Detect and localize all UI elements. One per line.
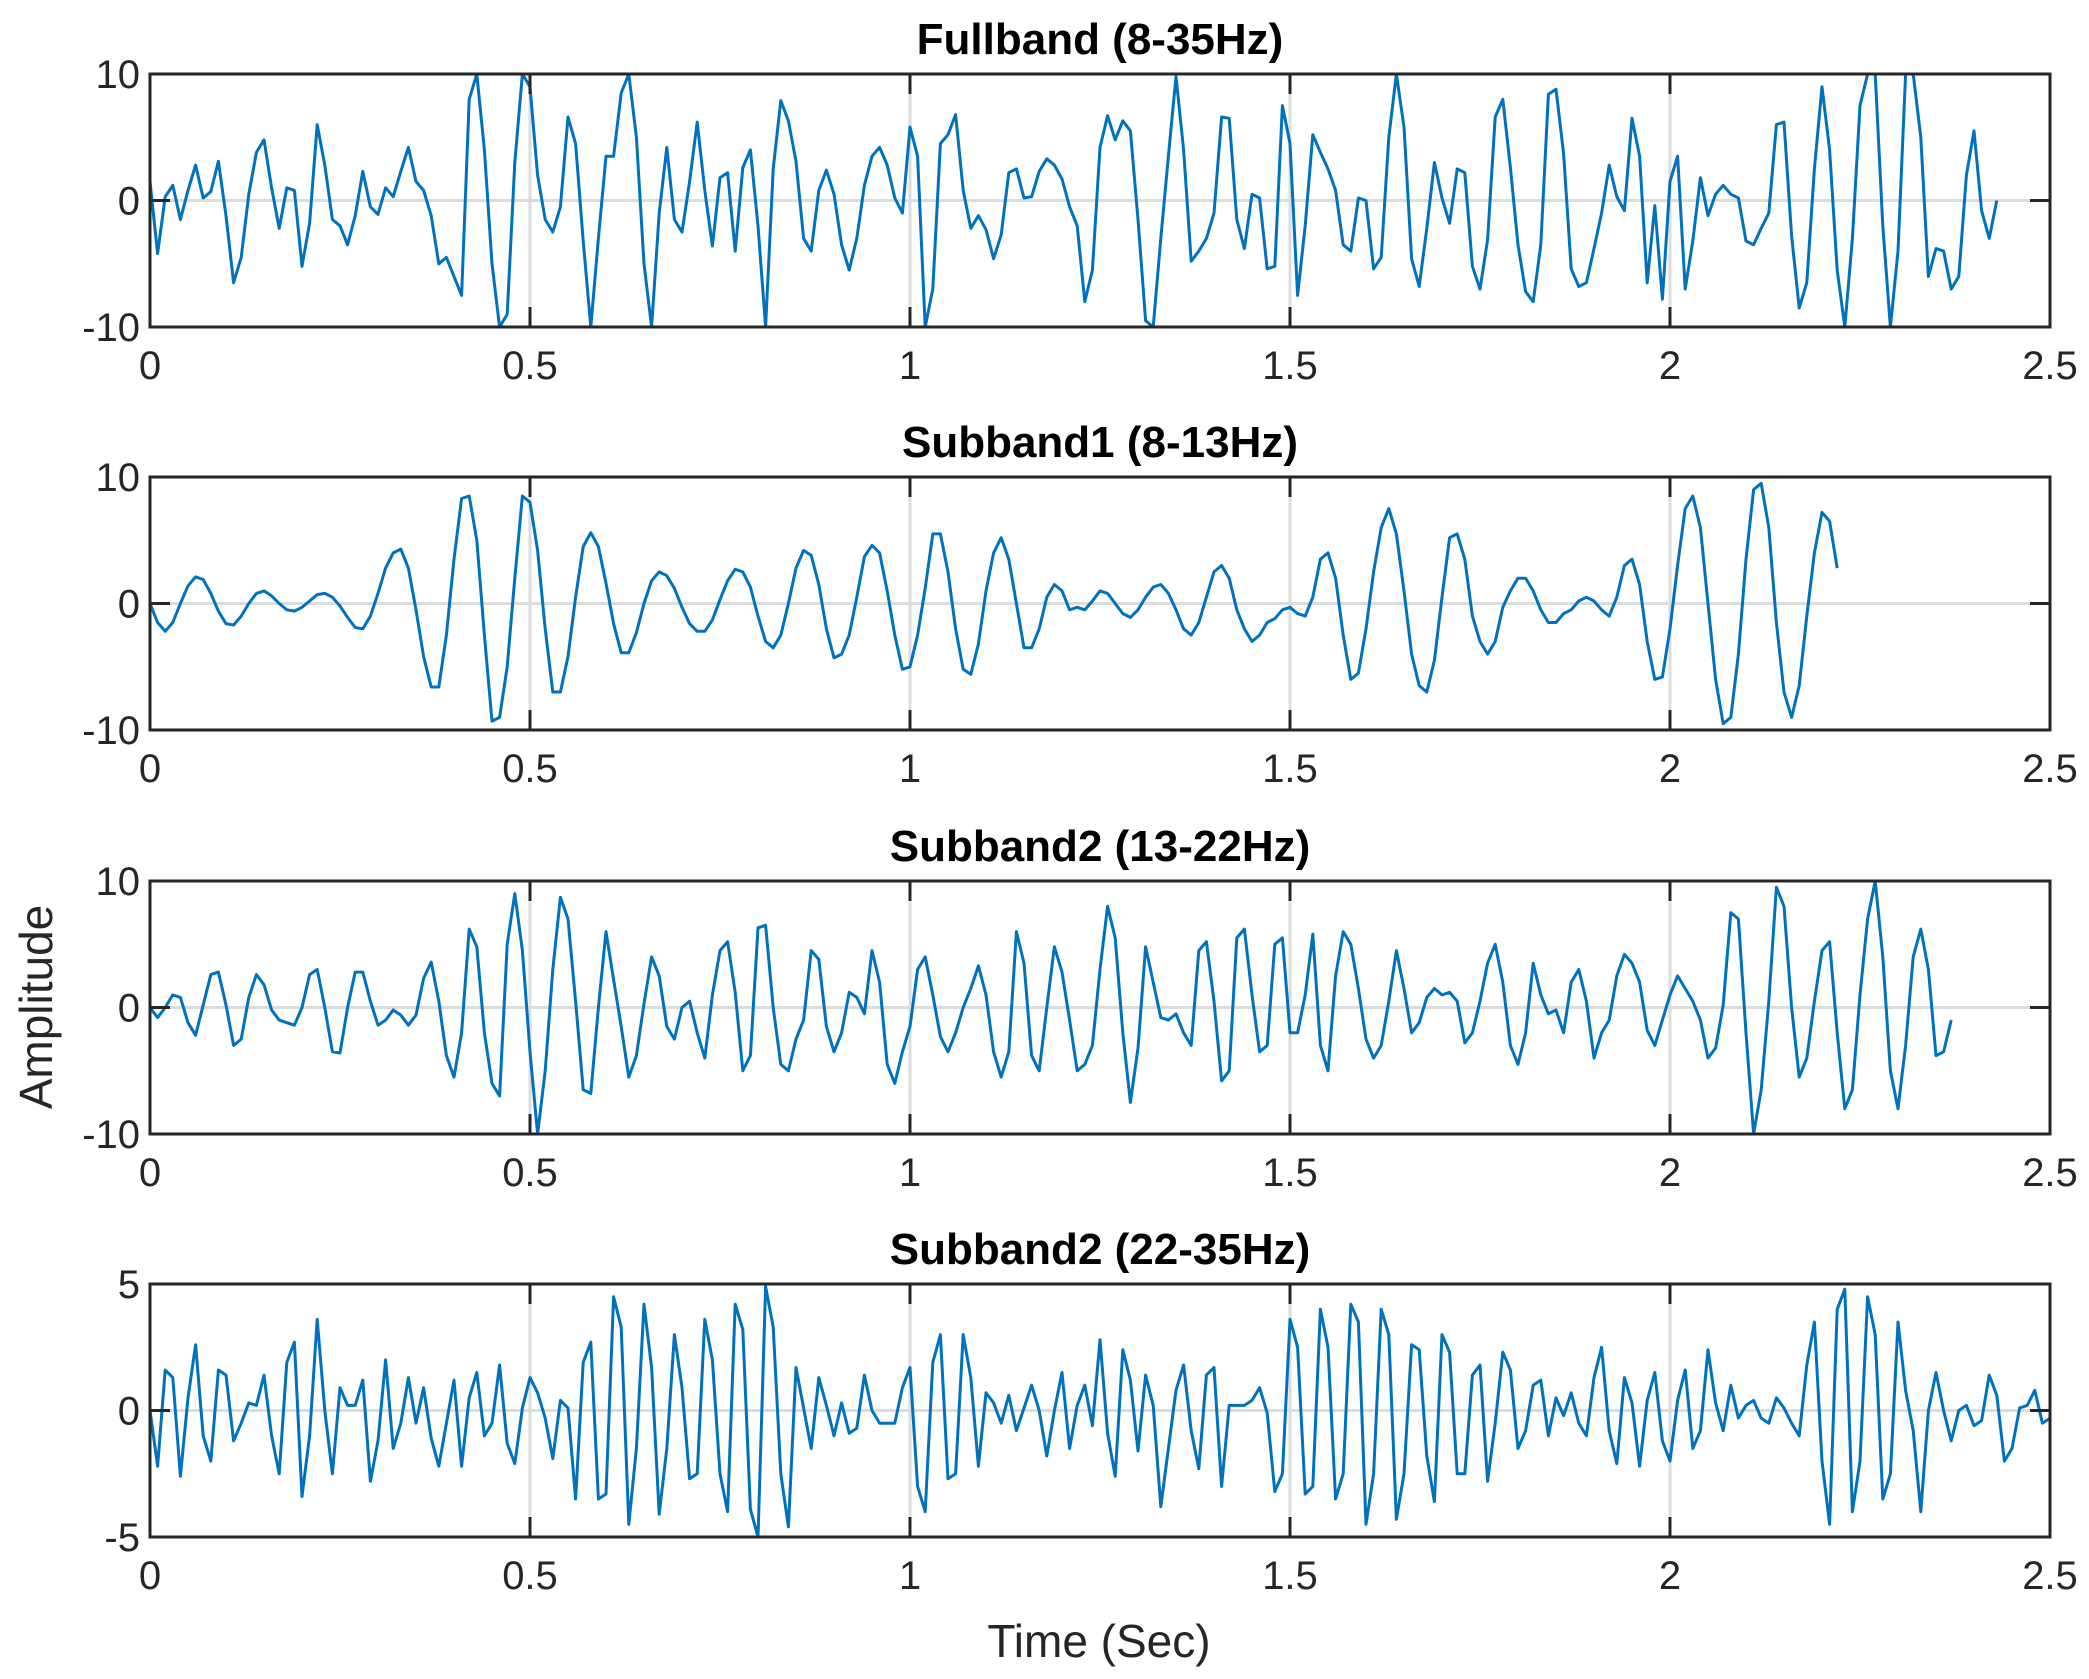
y-tick-label: 10: [96, 860, 141, 904]
subplot-title: Subband1 (8-13Hz): [902, 418, 1298, 467]
y-tick-label: 0: [118, 583, 140, 627]
x-tick-label: 1: [899, 344, 921, 388]
y-tick-label: 10: [96, 53, 141, 97]
x-tick-label: 1: [899, 1151, 921, 1195]
signal-trace: [150, 481, 1839, 726]
x-tick-label: 1.5: [1262, 344, 1318, 388]
x-tick-label: 0: [139, 344, 161, 388]
x-tick-label: 0: [139, 1554, 161, 1598]
x-tick-label: 0: [139, 1151, 161, 1195]
x-tick-label: 1: [899, 747, 921, 791]
x-tick-label: 2: [1659, 747, 1681, 791]
x-tick-label: 1.5: [1262, 1554, 1318, 1598]
subplot-title: Fullband (8-35Hz): [917, 15, 1284, 64]
y-tick-label: 0: [118, 180, 140, 224]
x-tick-label: 2.5: [2022, 344, 2078, 388]
y-tick-label: -10: [82, 709, 140, 753]
signal-trace: [150, 1285, 2050, 1537]
y-tick-label: -10: [82, 1113, 140, 1157]
x-tick-label: 0.5: [502, 1554, 558, 1598]
signal-trace: [150, 74, 1999, 327]
x-tick-label: 2: [1659, 344, 1681, 388]
y-tick-label: 0: [118, 1390, 140, 1434]
x-tick-label: 1.5: [1262, 747, 1318, 791]
x-tick-label: 2.5: [2022, 1554, 2078, 1598]
y-tick-label: 10: [96, 456, 141, 500]
signal-trace: [150, 881, 1953, 1134]
subplot-title: Subband2 (22-35Hz): [890, 1225, 1311, 1274]
x-tick-label: 0.5: [502, 1151, 558, 1195]
y-tick-label: -10: [82, 306, 140, 350]
y-tick-label: -5: [104, 1516, 140, 1560]
x-tick-label: 1.5: [1262, 1151, 1318, 1195]
x-tick-label: 1: [899, 1554, 921, 1598]
x-tick-label: 2: [1659, 1554, 1681, 1598]
y-tick-label: 5: [118, 1263, 140, 1307]
x-tick-label: 2.5: [2022, 1151, 2078, 1195]
y-tick-label: 0: [118, 987, 140, 1031]
x-axis-label: Time (Sec): [987, 1615, 1210, 1667]
subplot-title: Subband2 (13-22Hz): [890, 822, 1311, 871]
x-tick-label: 2: [1659, 1151, 1681, 1195]
y-axis-label: Amplitude: [10, 905, 62, 1110]
x-tick-label: 0.5: [502, 747, 558, 791]
x-tick-label: 2.5: [2022, 747, 2078, 791]
x-tick-label: 0.5: [502, 344, 558, 388]
x-tick-label: 0: [139, 747, 161, 791]
